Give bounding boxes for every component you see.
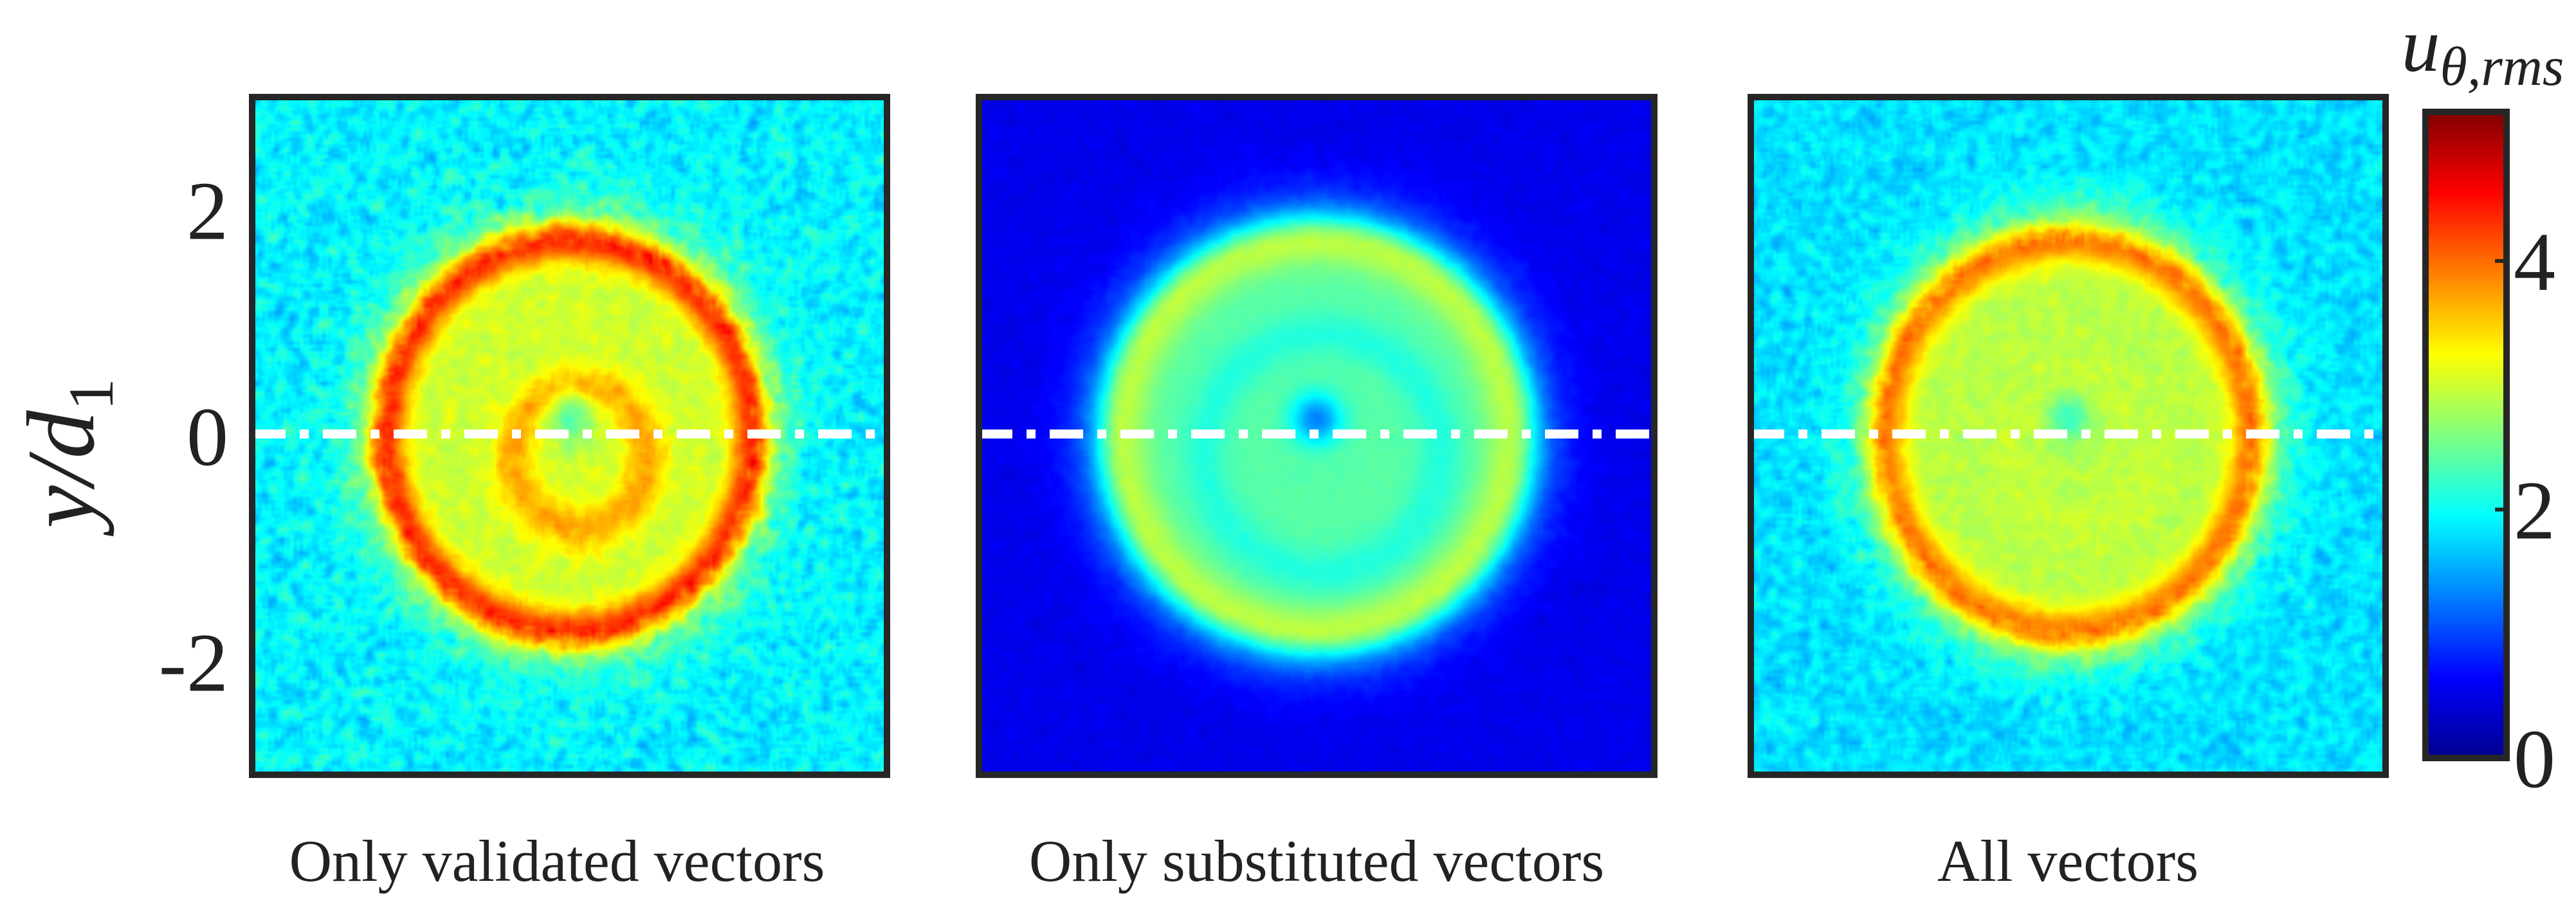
y-tick-label: 0 (187, 391, 228, 484)
panel-frame (1748, 94, 2389, 778)
colorbar-ticks: 0 2 4 (2495, 216, 2555, 806)
y-tick-label: 2 (187, 165, 228, 258)
colorbar-label: uθ,rms (2402, 2, 2564, 97)
panel-caption: Only validated vectors (289, 828, 825, 894)
y-tick-label: -2 (159, 617, 228, 709)
panel-caption: Only substituted vectors (1029, 828, 1604, 894)
heatmap-image (252, 97, 887, 775)
panel-frame (976, 94, 1658, 778)
colorbar-tick-label: 0 (2514, 713, 2555, 806)
colorbar-tick-label: 2 (2514, 464, 2555, 557)
panel-only-validated: Only validated vectors (249, 94, 890, 894)
panel-only-substituted: Only substituted vectors (976, 94, 1658, 894)
panel-all-vectors: All vectors (1748, 94, 2389, 894)
y-axis-label: y/d1 (8, 378, 127, 536)
panel-frame (249, 94, 890, 778)
y-tick-labels: 2 0 -2 (159, 165, 228, 710)
heatmap-image (1751, 97, 2386, 775)
colorbar: 0 2 4 uθ,rms (2402, 2, 2564, 806)
colorbar-gradient (2422, 109, 2510, 761)
colorbar-tick-label: 4 (2514, 216, 2555, 309)
panel-caption: All vectors (1937, 828, 2198, 894)
